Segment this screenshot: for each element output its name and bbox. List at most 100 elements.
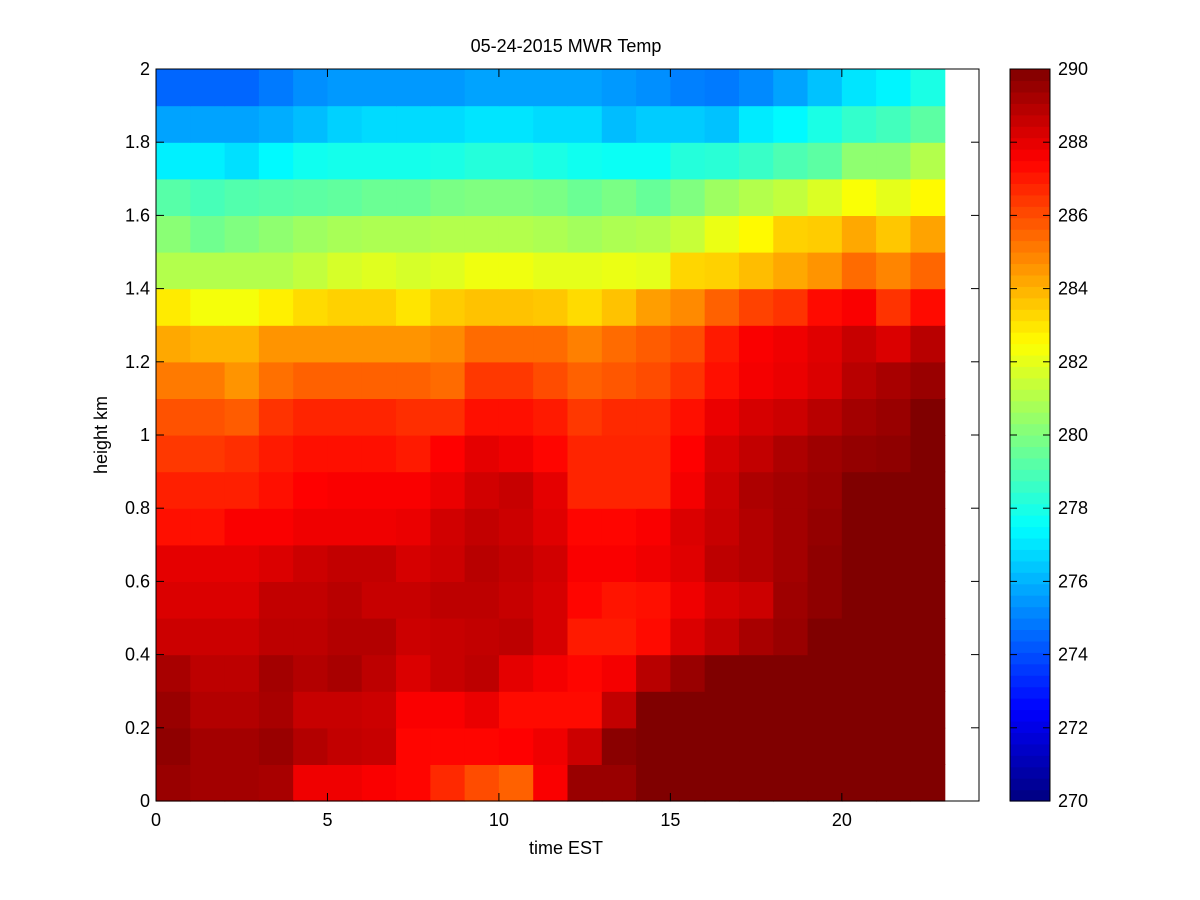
heatmap-cell	[636, 288, 671, 326]
heatmap-cell	[293, 654, 329, 692]
heatmap-cell	[636, 215, 671, 253]
heatmap-cell	[738, 325, 774, 363]
heatmap-cell	[601, 435, 637, 473]
colorbar-tick-label: 278	[1058, 498, 1088, 518]
heatmap-cell	[224, 361, 260, 399]
heatmap-cell	[327, 618, 363, 656]
y-axis-label: height km	[91, 396, 111, 474]
heatmap-cell	[293, 435, 329, 473]
heatmap-cell	[601, 508, 637, 546]
heatmap-cell	[910, 764, 946, 802]
heatmap-cell	[773, 215, 809, 253]
heatmap-cell	[464, 325, 500, 363]
heatmap-cell	[841, 471, 877, 509]
heatmap-cell	[533, 581, 569, 619]
heatmap-cell	[327, 288, 363, 326]
heatmap-cell	[464, 508, 500, 546]
colorbar-tick-label: 270	[1058, 791, 1088, 811]
heatmap-cell	[773, 288, 809, 326]
colorbar-segment	[1010, 423, 1050, 436]
colorbar-segment	[1010, 766, 1050, 779]
heatmap-cell	[464, 361, 500, 399]
heatmap-cell	[258, 508, 294, 546]
colorbar-tick-label: 272	[1058, 718, 1088, 738]
heatmap-cell	[156, 142, 191, 180]
heatmap-cell	[430, 361, 466, 399]
heatmap-cell	[361, 581, 397, 619]
heatmap-cell	[156, 727, 191, 765]
heatmap-cell	[190, 361, 226, 399]
heatmap-cell	[636, 654, 671, 692]
heatmap-cell	[807, 215, 843, 253]
heatmap-cell	[876, 252, 912, 290]
heatmap-cell	[601, 691, 637, 729]
colorbar-segment	[1010, 69, 1050, 82]
heatmap-cell	[464, 252, 500, 290]
heatmap-cell	[327, 398, 363, 436]
heatmap-cell	[156, 398, 191, 436]
heatmap-cell	[190, 69, 226, 107]
heatmap-cell	[430, 178, 466, 216]
heatmap-cell	[636, 69, 671, 107]
heatmap-cell	[224, 544, 260, 582]
heatmap-cell	[258, 618, 294, 656]
heatmap-cell	[670, 142, 706, 180]
heatmap-cell	[636, 435, 671, 473]
heatmap-cell	[670, 69, 706, 107]
heatmap-cell	[567, 105, 603, 143]
heatmap-cell	[601, 727, 637, 765]
heatmap-cell	[738, 215, 774, 253]
heatmap-cell	[807, 252, 843, 290]
heatmap-cell	[258, 435, 294, 473]
heatmap-cell	[327, 691, 363, 729]
colorbar-segment	[1010, 274, 1050, 287]
heatmap-cell	[464, 727, 500, 765]
heatmap-cell	[636, 544, 671, 582]
heatmap-cell	[533, 361, 569, 399]
heatmap-cell	[361, 435, 397, 473]
heatmap-cell	[156, 325, 191, 363]
heatmap-cell	[910, 215, 946, 253]
heatmap-cell	[773, 142, 809, 180]
heatmap-cell	[773, 618, 809, 656]
colorbar-segment	[1010, 343, 1050, 356]
heatmap-cell	[910, 508, 946, 546]
heatmap-cell	[533, 764, 569, 802]
heatmap-cell	[498, 215, 534, 253]
heatmap-cell	[190, 178, 226, 216]
heatmap-cell	[533, 727, 569, 765]
y-axis-ticks: 0 0.2 0.4 0.6 0.8 1 1.2 1.4 1.6 1.8 2	[125, 59, 979, 811]
heatmap-cell	[704, 691, 740, 729]
heatmap-cell	[396, 252, 431, 290]
heatmap-cell	[567, 581, 603, 619]
colorbar-segment	[1010, 469, 1050, 482]
heatmap-cell	[464, 544, 500, 582]
heatmap-cell	[533, 215, 569, 253]
heatmap-cell	[841, 361, 877, 399]
heatmap-cell	[396, 142, 431, 180]
heatmap-cell	[156, 581, 191, 619]
heatmap-cell	[361, 618, 397, 656]
heatmap-cell	[156, 508, 191, 546]
heatmap-cell	[773, 361, 809, 399]
heatmap-cell	[396, 544, 431, 582]
heatmap-cell	[498, 252, 534, 290]
heatmap-cell	[738, 618, 774, 656]
heatmap-cell	[601, 361, 637, 399]
heatmap-cell	[567, 325, 603, 363]
heatmap-cell	[258, 178, 294, 216]
x-tick-label: 0	[151, 810, 161, 830]
heatmap-cell	[293, 764, 329, 802]
colorbar-segment	[1010, 743, 1050, 756]
heatmap-cell	[841, 764, 877, 802]
x-axis-ticks: 0 5 10 15 20	[151, 69, 852, 830]
heatmap-cell	[601, 471, 637, 509]
heatmap-cell	[807, 435, 843, 473]
heatmap-cell	[224, 435, 260, 473]
heatmap-cell	[807, 508, 843, 546]
heatmap-cell	[670, 325, 706, 363]
colorbar-segment	[1010, 503, 1050, 516]
heatmap-cell	[704, 325, 740, 363]
heatmap-cell	[258, 361, 294, 399]
heatmap-cell	[704, 361, 740, 399]
